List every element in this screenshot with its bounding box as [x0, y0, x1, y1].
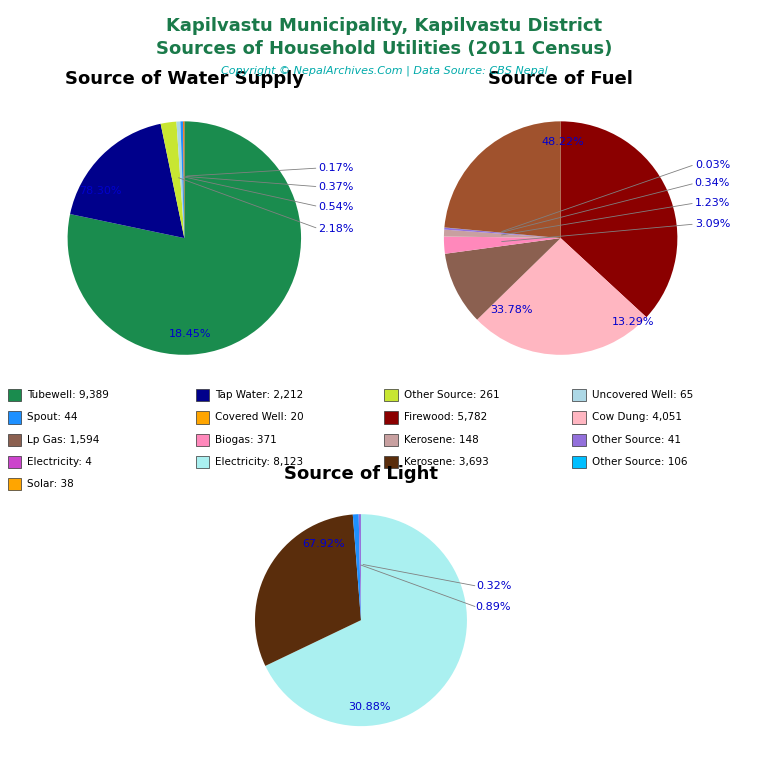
Text: 0.03%: 0.03% [695, 160, 730, 170]
FancyBboxPatch shape [384, 389, 398, 401]
FancyBboxPatch shape [8, 434, 22, 445]
Wedge shape [444, 227, 561, 238]
FancyBboxPatch shape [196, 434, 210, 445]
Text: Kerosene: 3,693: Kerosene: 3,693 [403, 457, 488, 467]
FancyBboxPatch shape [572, 412, 586, 423]
Wedge shape [445, 227, 561, 238]
Text: 0.54%: 0.54% [319, 201, 354, 211]
Wedge shape [161, 121, 184, 238]
Text: 78.30%: 78.30% [79, 187, 121, 197]
Text: Uncovered Well: 65: Uncovered Well: 65 [591, 390, 693, 400]
FancyBboxPatch shape [572, 434, 586, 445]
Text: Kapilvastu Municipality, Kapilvastu District: Kapilvastu Municipality, Kapilvastu Dist… [166, 17, 602, 35]
Text: 48.22%: 48.22% [541, 137, 584, 147]
FancyBboxPatch shape [572, 389, 586, 401]
Wedge shape [561, 121, 677, 317]
Wedge shape [477, 238, 647, 355]
FancyBboxPatch shape [8, 456, 22, 468]
Text: Electricity: 4: Electricity: 4 [27, 457, 92, 467]
Text: Kerosene: 148: Kerosene: 148 [403, 435, 478, 445]
Text: Other Source: 261: Other Source: 261 [403, 390, 499, 400]
FancyBboxPatch shape [8, 412, 22, 423]
Title: Source of Water Supply: Source of Water Supply [65, 70, 304, 88]
Text: Solar: 38: Solar: 38 [27, 479, 74, 489]
FancyBboxPatch shape [196, 412, 210, 423]
Text: 0.37%: 0.37% [319, 182, 354, 192]
Wedge shape [445, 121, 561, 238]
FancyBboxPatch shape [196, 389, 210, 401]
Wedge shape [180, 121, 184, 238]
Wedge shape [70, 124, 184, 238]
FancyBboxPatch shape [196, 456, 210, 468]
Text: 2.18%: 2.18% [318, 223, 354, 233]
Text: Covered Well: 20: Covered Well: 20 [215, 412, 304, 422]
FancyBboxPatch shape [8, 478, 22, 490]
Title: Source of Light: Source of Light [284, 465, 438, 483]
Text: 30.88%: 30.88% [348, 702, 391, 712]
Text: 33.78%: 33.78% [490, 306, 533, 316]
Text: 18.45%: 18.45% [169, 329, 211, 339]
Text: Electricity: 8,123: Electricity: 8,123 [215, 457, 303, 467]
Text: 1.23%: 1.23% [695, 198, 730, 208]
Wedge shape [353, 515, 361, 621]
Wedge shape [444, 230, 561, 238]
Text: Sources of Household Utilities (2011 Census): Sources of Household Utilities (2011 Cen… [156, 40, 612, 58]
Text: 0.17%: 0.17% [319, 163, 354, 173]
Text: Lp Gas: 1,594: Lp Gas: 1,594 [27, 435, 100, 445]
Text: 3.09%: 3.09% [695, 219, 730, 229]
Wedge shape [445, 238, 561, 319]
Text: Copyright © NepalArchives.Com | Data Source: CBS Nepal: Copyright © NepalArchives.Com | Data Sou… [220, 65, 548, 76]
Text: 13.29%: 13.29% [612, 317, 654, 327]
FancyBboxPatch shape [384, 456, 398, 468]
Text: Spout: 44: Spout: 44 [27, 412, 78, 422]
Wedge shape [444, 237, 561, 253]
FancyBboxPatch shape [572, 456, 586, 468]
Wedge shape [183, 121, 184, 238]
Text: 67.92%: 67.92% [303, 539, 345, 549]
Text: Tubewell: 9,389: Tubewell: 9,389 [27, 390, 109, 400]
Text: Tap Water: 2,212: Tap Water: 2,212 [215, 390, 303, 400]
Wedge shape [266, 515, 467, 726]
Text: Cow Dung: 4,051: Cow Dung: 4,051 [591, 412, 682, 422]
Text: 0.34%: 0.34% [695, 178, 730, 188]
Wedge shape [255, 515, 361, 666]
FancyBboxPatch shape [384, 412, 398, 423]
Text: 0.32%: 0.32% [475, 581, 511, 591]
Wedge shape [68, 121, 301, 355]
Title: Source of Fuel: Source of Fuel [488, 70, 633, 88]
Text: Biogas: 371: Biogas: 371 [215, 435, 277, 445]
Text: Other Source: 41: Other Source: 41 [591, 435, 680, 445]
Text: Other Source: 106: Other Source: 106 [591, 457, 687, 467]
Text: 0.89%: 0.89% [475, 602, 511, 612]
FancyBboxPatch shape [8, 389, 22, 401]
Wedge shape [177, 121, 184, 238]
Wedge shape [359, 515, 361, 621]
Text: Firewood: 5,782: Firewood: 5,782 [403, 412, 487, 422]
FancyBboxPatch shape [384, 434, 398, 445]
